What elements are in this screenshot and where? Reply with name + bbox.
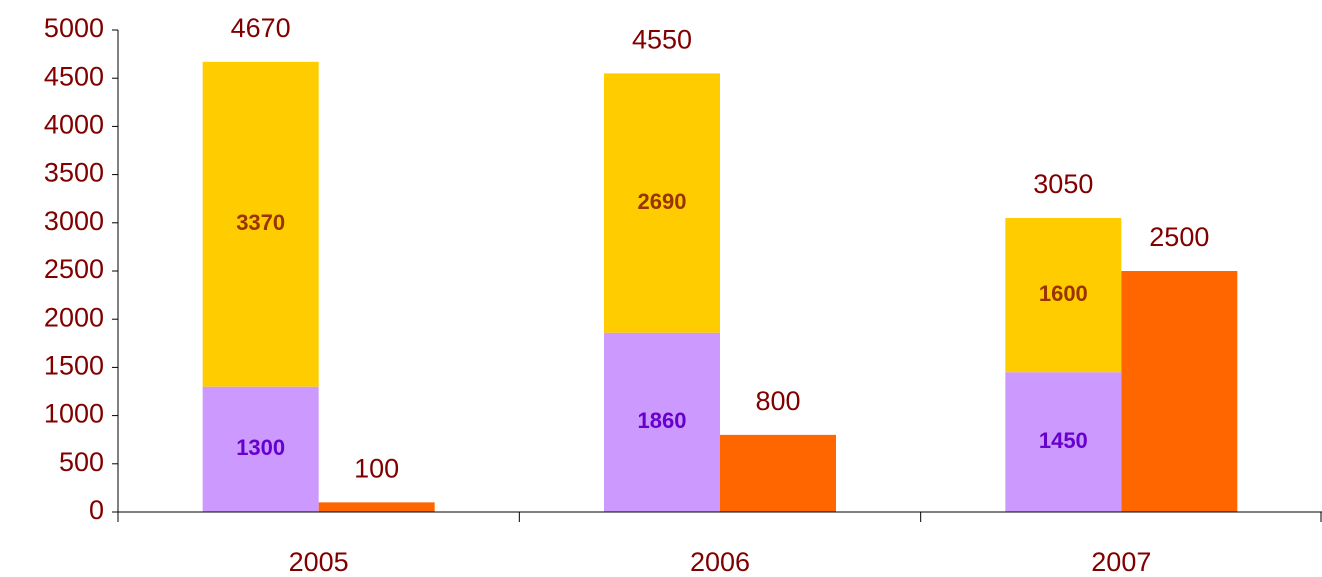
total-label: 4670 (231, 13, 291, 43)
bar (720, 434, 836, 512)
segment-label: 1600 (1039, 281, 1088, 306)
bar-segment (202, 61, 319, 387)
y-tick-label: 3500 (44, 158, 104, 188)
segment-label: 3370 (236, 210, 285, 235)
y-tick-label: 4000 (44, 110, 104, 140)
bar (318, 502, 435, 512)
x-tick-label: 2005 (289, 547, 349, 577)
segment-label: 1450 (1039, 428, 1088, 453)
y-tick-label: 1500 (44, 351, 104, 381)
y-tick-label: 0 (89, 495, 104, 525)
y-tick-label: 1000 (44, 399, 104, 429)
bar-segment (604, 73, 720, 333)
y-tick-label: 3000 (44, 206, 104, 236)
y-tick-label: 2500 (44, 254, 104, 284)
bar (1121, 271, 1238, 512)
bar-segment (1005, 217, 1122, 373)
total-label: 3050 (1033, 169, 1093, 199)
segment-label: 2690 (638, 189, 687, 214)
value-label: 2500 (1149, 222, 1209, 252)
y-tick-label: 4500 (44, 61, 104, 91)
bar-segment (604, 332, 720, 512)
y-tick-label: 500 (59, 447, 104, 477)
bar-segment (202, 386, 319, 512)
total-label: 4550 (632, 25, 692, 55)
x-tick-label: 2007 (1091, 547, 1151, 577)
value-label: 800 (755, 386, 800, 416)
segment-label: 1860 (638, 408, 687, 433)
segment-label: 1300 (236, 435, 285, 460)
y-tick-label: 5000 (44, 13, 104, 43)
y-tick-label: 2000 (44, 302, 104, 332)
x-tick-label: 2006 (690, 547, 750, 577)
bar-segment (1005, 372, 1122, 512)
value-label: 100 (354, 453, 399, 483)
